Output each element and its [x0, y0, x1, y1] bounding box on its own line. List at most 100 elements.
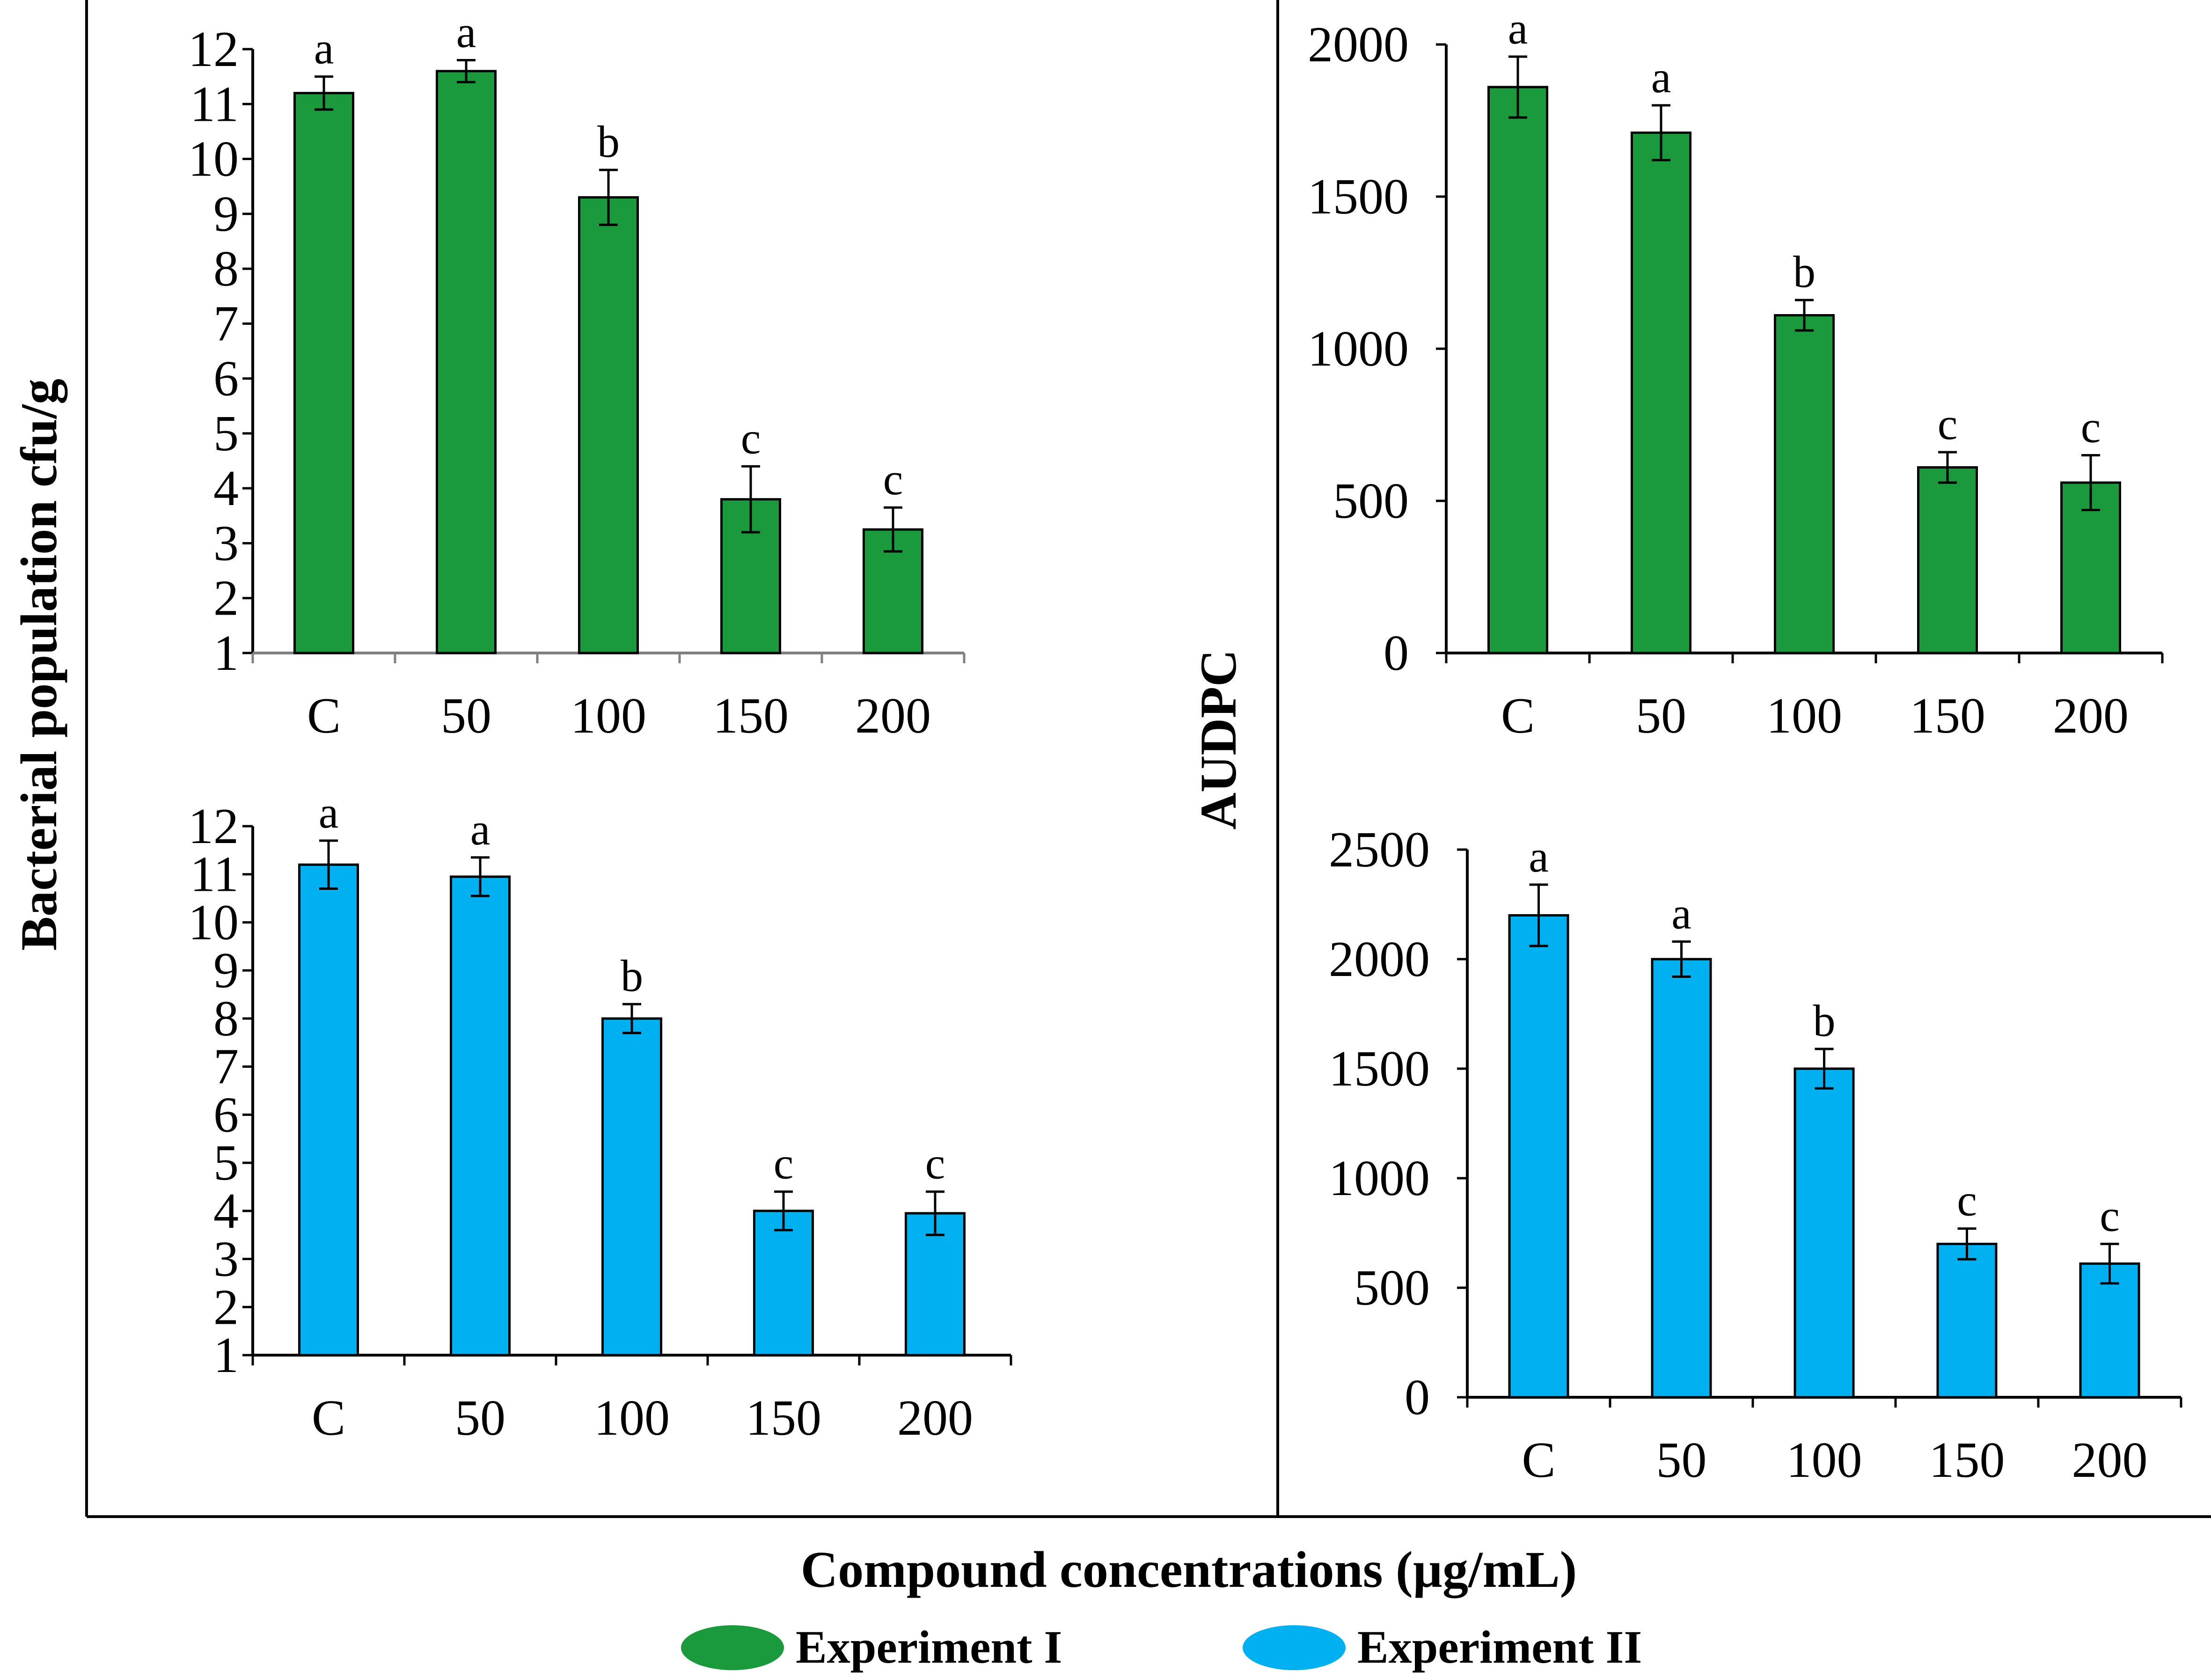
y-tick-label: 0 [1405, 1370, 1430, 1425]
y-tick-label: 3 [213, 1232, 239, 1287]
y-tick-label: 7 [213, 296, 239, 352]
x-tick-label: 100 [594, 1390, 670, 1446]
bar-150 [1917, 466, 1978, 654]
x-tick-label: C [307, 688, 341, 744]
x-tick-label: 50 [1636, 688, 1686, 744]
significance-label: b [1793, 247, 1816, 297]
bar-c [1508, 914, 1569, 1399]
y-tick-label: 1000 [1308, 321, 1409, 377]
chart-audpc-experiment-2: 0 500 1000 1500 2000 2500 a Ca 50 b 100 c 150 c 200 [1329, 822, 2182, 1488]
significance-label: a [319, 787, 339, 837]
y-tick-label: 5 [213, 1135, 239, 1191]
x-tick-label: 150 [1910, 688, 1985, 744]
y-tick-label: 12 [188, 799, 239, 854]
y-tick-label: 3 [213, 515, 239, 571]
y-axis-title-right: AUDPC [1190, 650, 1247, 830]
y-tick-label: 1 [213, 625, 239, 681]
x-tick-label: 50 [455, 1390, 505, 1446]
significance-label: a [1529, 831, 1549, 881]
legend: Experiment I Experiment II [681, 1621, 1642, 1673]
x-tick-label: 150 [746, 1390, 821, 1446]
y-tick-label: 10 [188, 132, 239, 187]
x-tick-label: 100 [1786, 1432, 1862, 1488]
significance-label: c [1957, 1175, 1977, 1225]
y-tick-label: 4 [213, 461, 239, 516]
significance-label: c [2081, 402, 2101, 452]
bar-50 [1631, 132, 1691, 654]
y-tick-label: 2 [213, 1279, 239, 1335]
legend-label-experiment-1: Experiment I [796, 1621, 1062, 1673]
bar-c [293, 92, 354, 654]
significance-label: a [314, 23, 334, 73]
bar-100 [578, 196, 639, 654]
bar-100 [1794, 1067, 1855, 1399]
bar-100 [1774, 314, 1835, 654]
y-tick-label: 4 [213, 1183, 239, 1239]
y-tick-label: 2000 [1308, 17, 1409, 73]
bar-200 [2079, 1262, 2140, 1399]
significance-label: c [741, 413, 761, 463]
bar-100 [601, 1017, 662, 1357]
y-tick-label: 8 [213, 991, 239, 1047]
legend-swatch-experiment-1 [681, 1625, 784, 1670]
significance-label: c [2100, 1190, 2120, 1240]
y-tick-label: 12 [188, 22, 239, 77]
y-tick-label: 9 [213, 943, 239, 998]
y-tick-label: 1000 [1329, 1151, 1430, 1206]
significance-label: b [597, 117, 620, 167]
x-tick-label: 200 [2053, 688, 2129, 744]
x-tick-label: 50 [1656, 1432, 1707, 1488]
y-tick-label: 8 [213, 241, 239, 297]
significance-label: a [1508, 3, 1528, 53]
x-tick-label: 150 [1929, 1432, 2005, 1488]
significance-label: c [774, 1138, 794, 1188]
y-tick-label: 0 [1384, 625, 1409, 681]
bar-c [1487, 86, 1548, 654]
y-tick-label: 10 [188, 895, 239, 950]
significance-label: c [925, 1138, 945, 1188]
y-tick-label: 7 [213, 1039, 239, 1095]
y-tick-label: 2500 [1329, 822, 1430, 878]
x-tick-label: 50 [441, 688, 491, 744]
y-tick-label: 9 [213, 186, 239, 242]
x-tick-label: 100 [1766, 688, 1842, 744]
bar-150 [1936, 1242, 1998, 1399]
bar-50 [1651, 958, 1712, 1399]
x-axis-title: Compound concentrations (µg/mL) [801, 1541, 1577, 1598]
bar-200 [905, 1212, 966, 1357]
y-axis-title-left: Bacterial population cfu/g [10, 379, 67, 951]
x-tick-label: C [312, 1390, 345, 1446]
x-tick-label: C [1522, 1432, 1555, 1488]
significance-label: a [1671, 888, 1691, 939]
significance-label: a [470, 804, 491, 854]
y-tick-label: 11 [190, 847, 239, 902]
x-tick-label: C [1501, 688, 1535, 744]
y-tick-label: 2 [213, 571, 239, 626]
significance-label: b [1813, 996, 1836, 1046]
y-tick-label: 500 [1354, 1260, 1430, 1316]
bar-50 [450, 875, 511, 1357]
x-tick-label: 200 [2072, 1432, 2148, 1488]
significance-label: b [621, 951, 643, 1001]
significance-label: c [883, 454, 903, 504]
y-tick-label: 6 [213, 351, 239, 407]
y-tick-label: 6 [213, 1087, 239, 1143]
y-tick-label: 1 [213, 1328, 239, 1383]
bar-c [298, 863, 359, 1357]
significance-label: a [1651, 52, 1671, 102]
x-tick-label: 150 [713, 688, 789, 744]
y-tick-label: 1500 [1329, 1041, 1430, 1097]
x-tick-label: 100 [571, 688, 646, 744]
y-tick-label: 500 [1333, 473, 1409, 529]
x-tick-label: 200 [855, 688, 931, 744]
chart-audpc-experiment-1: 0 500 1000 1500 2000 a Ca 50 b 100 c 150 c 200 [1308, 3, 2164, 744]
bar-150 [753, 1210, 814, 1357]
x-tick-label: 200 [897, 1390, 973, 1446]
bar-50 [436, 70, 497, 654]
legend-label-experiment-2: Experiment II [1357, 1621, 1642, 1673]
y-tick-label: 11 [190, 76, 239, 132]
y-tick-label: 1500 [1308, 169, 1409, 225]
y-tick-label: 5 [213, 406, 239, 462]
